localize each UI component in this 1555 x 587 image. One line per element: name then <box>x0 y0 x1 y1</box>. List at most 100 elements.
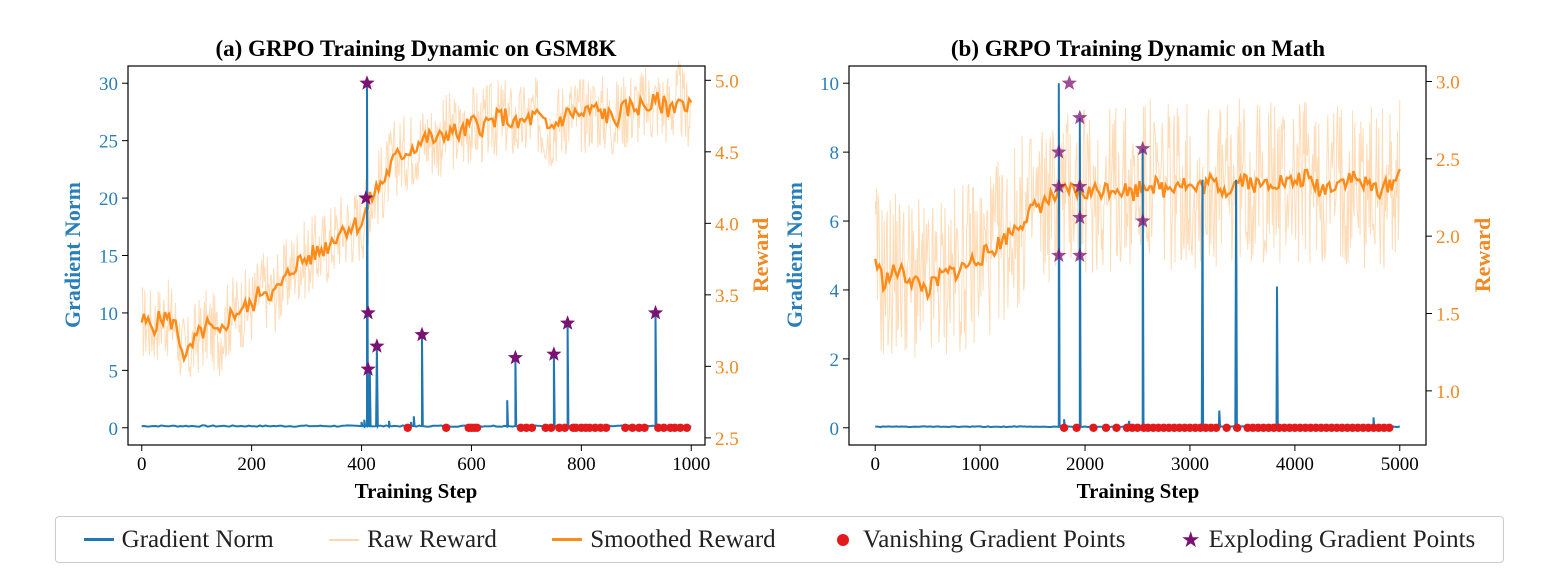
y-axis-right-label: Reward <box>1470 218 1495 293</box>
y-right-tick-label: 2.0 <box>1436 227 1460 248</box>
y-axis-left-label: Gradient Norm <box>782 182 807 328</box>
legend-item-exploding: ★ Exploding Gradient Points <box>1181 526 1475 554</box>
panel-math: 0 1000 2000 3000 4000 5000 0 2 4 6 8 10 1.0 1.5 2.0 2.5… <box>782 36 1495 503</box>
legend-label: Smoothed Reward <box>590 525 776 553</box>
chart-title: (b) GRPO Training Dynamic on Math <box>951 36 1325 61</box>
y-left-tick-label: 8 <box>830 143 840 164</box>
y-left-tick-label: 0 <box>109 419 119 440</box>
y-left-tick-label: 2 <box>830 350 840 371</box>
exploding-point <box>360 304 376 320</box>
vanishing-point <box>1385 423 1394 432</box>
y-left-tick-label: 10 <box>99 304 118 325</box>
exploding-point <box>546 346 562 361</box>
legend-label: Vanishing Gradient Points <box>863 525 1126 553</box>
exploding-point <box>647 304 664 320</box>
exploding-point <box>1061 75 1077 90</box>
x-tick-label: 0 <box>137 454 147 475</box>
vanishing-point <box>621 423 630 432</box>
x-tick-label: 1000 <box>672 454 710 475</box>
gradient-norm-line <box>141 83 692 430</box>
y-axis-left-label: Gradient Norm <box>60 182 85 328</box>
x-tick-label: 4000 <box>1276 454 1314 475</box>
y-left-tick-label: 5 <box>109 361 119 382</box>
x-tick-label: 400 <box>347 454 376 475</box>
figure: 0 200 400 600 800 10000510152025302.53.03.54.… <box>60 36 1495 503</box>
y-right-tick-label: 4.0 <box>715 214 739 235</box>
exploding-point <box>1051 247 1067 262</box>
y-right-tick-label: 1.0 <box>1436 382 1460 403</box>
panel-gsm8k: 0 200 400 600 800 1000 0 5 10 15 20 25 30 2.5 3.0 3.5 4.… <box>60 36 773 503</box>
legend-label: Exploding Gradient Points <box>1208 525 1476 553</box>
vanishing-point <box>1101 423 1111 432</box>
legend-swatch-line <box>83 538 114 541</box>
exploding-point <box>1072 209 1088 225</box>
exploding-point <box>1072 178 1088 194</box>
y-left-tick-label: 25 <box>99 132 118 153</box>
y-right-tick-label: 2.5 <box>1436 150 1460 171</box>
y-left-tick-label: 0 <box>830 419 840 440</box>
vanishing-point <box>1089 423 1098 432</box>
y-left-tick-label: 10 <box>820 74 839 95</box>
raw-reward-line <box>874 98 1401 357</box>
y-left-tick-label: 20 <box>99 189 118 210</box>
vanishing-point <box>682 423 692 432</box>
y-right-tick-label: 4.5 <box>715 143 739 164</box>
vanishing-point <box>1232 423 1242 432</box>
legend-item-gradient-norm: Gradient Norm <box>83 525 274 554</box>
vanishing-point <box>676 423 685 432</box>
x-tick-label: 200 <box>237 454 266 475</box>
vanishing-point <box>1211 423 1221 432</box>
x-tick-label: 3000 <box>1171 454 1209 475</box>
vanishing-point <box>441 423 451 432</box>
x-tick-label: 800 <box>567 454 596 475</box>
vanishing-point <box>472 423 482 432</box>
vanishing-point <box>1072 423 1081 432</box>
legend-swatch-star: ★ <box>1180 526 1201 552</box>
legend-label: Gradient Norm <box>121 525 274 553</box>
vanishing-point <box>1222 423 1231 432</box>
y-right-tick-label: 3.5 <box>715 286 739 307</box>
exploding-point <box>560 315 576 330</box>
vanishing-point <box>601 423 611 432</box>
y-right-tick-label: 1.5 <box>1436 305 1460 326</box>
legend: Gradient Norm Raw Reward Smoothed Reward… <box>55 516 1504 563</box>
legend-label: Raw Reward <box>367 525 497 553</box>
vanishing-point <box>659 423 668 432</box>
vanishing-point <box>403 423 412 432</box>
vanishing-point <box>628 423 637 432</box>
exploding-point <box>414 326 430 342</box>
exploding-point <box>369 338 385 353</box>
chart-title: (a) GRPO Training Dynamic on GSM8K <box>215 36 616 61</box>
x-tick-label: 5000 <box>1381 454 1419 475</box>
y-right-tick-label: 3.0 <box>715 357 739 378</box>
exploding-point <box>1135 213 1151 228</box>
legend-item-smoothed-reward: Smoothed Reward <box>552 525 776 554</box>
x-axis-label: Training Step <box>1077 479 1200 503</box>
y-right-tick-label: 3.0 <box>1436 72 1460 93</box>
legend-item-vanishing: Vanishing Gradient Points <box>831 526 1126 554</box>
smoothed-reward-line <box>140 92 693 364</box>
exploding-point <box>359 75 375 90</box>
vanishing-point <box>560 423 570 432</box>
legend-swatch-dot <box>837 533 850 546</box>
legend-swatch-line <box>329 538 360 541</box>
vanishing-point <box>640 423 649 432</box>
x-tick-label: 2000 <box>1066 454 1104 475</box>
y-left-tick-label: 15 <box>99 247 118 268</box>
exploding-point <box>507 349 523 365</box>
y-right-tick-label: 5.0 <box>715 71 739 92</box>
raw-reward-line <box>141 60 692 377</box>
exploding-point <box>1051 144 1067 159</box>
y-right-tick-label: 2.5 <box>715 429 739 450</box>
smoothed-reward-line <box>874 168 1401 302</box>
y-left-tick-label: 4 <box>830 281 840 302</box>
y-left-tick-label: 6 <box>830 212 840 233</box>
x-axis-label: Training Step <box>355 479 478 503</box>
vanishing-point <box>527 423 537 432</box>
y-axis-right-label: Reward <box>748 218 773 293</box>
exploding-point <box>1072 247 1088 262</box>
exploding-point <box>1051 178 1067 194</box>
exploding-point <box>1135 140 1151 156</box>
axes-frame <box>848 65 1427 446</box>
vanishing-point <box>1059 423 1069 432</box>
